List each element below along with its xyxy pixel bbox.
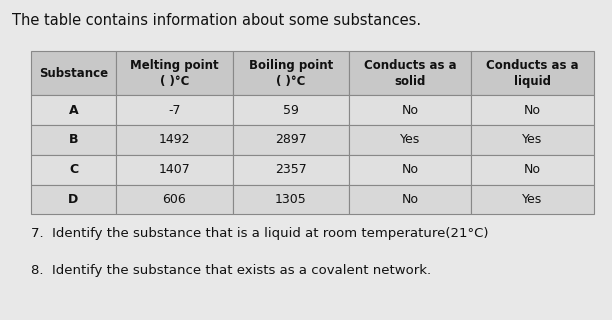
Bar: [349, 125, 471, 155]
Text: 2897: 2897: [275, 133, 307, 147]
Bar: [349, 95, 471, 125]
Bar: [349, 51, 471, 95]
Bar: [349, 185, 471, 214]
Text: Conducts as a
solid: Conducts as a solid: [364, 59, 457, 88]
Text: Yes: Yes: [522, 193, 543, 206]
Text: Conducts as a
liquid: Conducts as a liquid: [486, 59, 579, 88]
Text: Boiling point
( )°C: Boiling point ( )°C: [248, 59, 333, 88]
Bar: [116, 185, 233, 214]
Bar: [471, 155, 594, 185]
Text: Melting point
( )°C: Melting point ( )°C: [130, 59, 218, 88]
Bar: [116, 125, 233, 155]
Bar: [233, 155, 349, 185]
Text: No: No: [524, 104, 541, 117]
Bar: [233, 95, 349, 125]
Bar: [31, 125, 116, 155]
Text: No: No: [401, 163, 419, 176]
Text: No: No: [401, 104, 419, 117]
Text: The table contains information about some substances.: The table contains information about som…: [12, 13, 422, 28]
Text: A: A: [69, 104, 78, 117]
Bar: [233, 125, 349, 155]
Bar: [471, 185, 594, 214]
Text: C: C: [69, 163, 78, 176]
Text: 606: 606: [163, 193, 186, 206]
Bar: [471, 51, 594, 95]
Text: 8.  Identify the substance that exists as a covalent network.: 8. Identify the substance that exists as…: [31, 264, 431, 277]
Text: 59: 59: [283, 104, 299, 117]
Bar: [31, 95, 116, 125]
Text: Yes: Yes: [522, 133, 543, 147]
Bar: [233, 185, 349, 214]
Bar: [471, 125, 594, 155]
Bar: [31, 51, 116, 95]
Text: No: No: [401, 193, 419, 206]
Text: B: B: [69, 133, 78, 147]
Text: D: D: [69, 193, 78, 206]
Text: 1305: 1305: [275, 193, 307, 206]
Text: Substance: Substance: [39, 67, 108, 80]
Bar: [116, 155, 233, 185]
Text: 1492: 1492: [159, 133, 190, 147]
Text: 7.  Identify the substance that is a liquid at room temperature(21°C): 7. Identify the substance that is a liqu…: [31, 227, 488, 240]
Bar: [31, 185, 116, 214]
Bar: [349, 155, 471, 185]
Bar: [31, 155, 116, 185]
Text: 1407: 1407: [159, 163, 190, 176]
Text: No: No: [524, 163, 541, 176]
Text: -7: -7: [168, 104, 181, 117]
Bar: [471, 95, 594, 125]
Bar: [116, 51, 233, 95]
Text: Yes: Yes: [400, 133, 420, 147]
Bar: [233, 51, 349, 95]
Bar: [116, 95, 233, 125]
Text: 2357: 2357: [275, 163, 307, 176]
